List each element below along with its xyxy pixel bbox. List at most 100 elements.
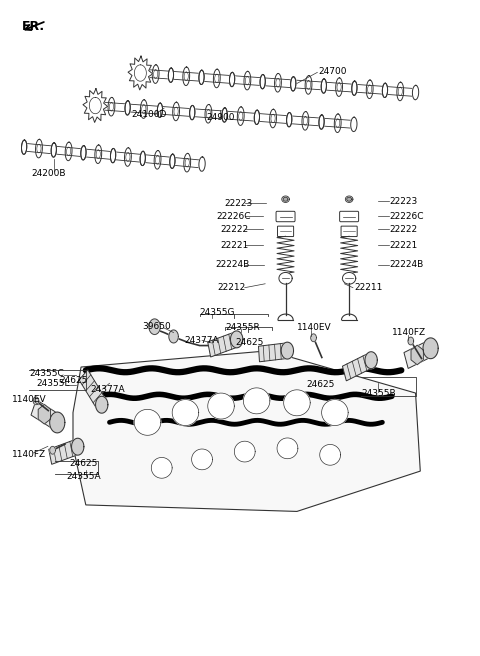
Polygon shape [230,331,243,348]
FancyBboxPatch shape [340,211,359,222]
Polygon shape [128,56,153,90]
Polygon shape [345,196,353,203]
FancyBboxPatch shape [276,211,295,222]
Text: 24377A: 24377A [184,336,219,345]
Polygon shape [342,353,373,381]
Polygon shape [229,72,235,87]
Text: 22221: 22221 [220,241,248,250]
Text: 24100D: 24100D [131,110,166,119]
FancyBboxPatch shape [341,226,357,237]
Text: 24625: 24625 [235,338,264,348]
Text: 22223: 22223 [225,199,253,207]
Polygon shape [134,409,161,436]
Polygon shape [33,397,39,405]
Text: 24355C: 24355C [29,369,64,378]
Polygon shape [234,441,255,462]
Polygon shape [254,110,260,125]
Polygon shape [208,332,238,357]
Polygon shape [157,103,163,117]
Polygon shape [277,438,298,459]
Polygon shape [49,439,79,464]
Polygon shape [222,108,227,122]
Polygon shape [51,143,57,157]
Text: 24377A: 24377A [91,385,125,394]
Polygon shape [50,446,56,454]
Polygon shape [72,438,84,455]
Text: 1140EV: 1140EV [12,395,47,404]
Polygon shape [73,351,420,512]
Polygon shape [412,85,419,100]
Text: 24700: 24700 [318,66,347,75]
Polygon shape [138,66,143,80]
Polygon shape [83,89,108,123]
Polygon shape [321,79,326,93]
Text: 22222: 22222 [220,224,248,234]
Polygon shape [279,272,292,284]
Polygon shape [260,75,265,89]
Text: 1140FZ: 1140FZ [392,328,426,337]
FancyBboxPatch shape [277,226,294,237]
Polygon shape [22,140,27,154]
Text: 24355L: 24355L [36,379,70,388]
Polygon shape [408,337,414,345]
Polygon shape [411,345,423,365]
Polygon shape [168,68,174,83]
Polygon shape [351,117,357,132]
Polygon shape [352,81,357,95]
Polygon shape [284,390,310,416]
Polygon shape [281,342,293,359]
Polygon shape [404,340,432,369]
Polygon shape [79,370,106,410]
Text: 22211: 22211 [354,283,382,292]
Text: 24625: 24625 [60,375,88,384]
Polygon shape [192,449,213,470]
Polygon shape [110,148,116,163]
Text: 24625: 24625 [69,459,97,468]
Text: 22224B: 22224B [389,260,424,270]
Text: 22226C: 22226C [216,212,251,220]
Text: 24355B: 24355B [361,388,396,398]
Polygon shape [50,412,65,433]
Polygon shape [125,101,130,115]
Text: 22223: 22223 [389,197,418,206]
Text: 22226C: 22226C [389,212,424,220]
Text: 22212: 22212 [217,283,245,292]
Text: 24355A: 24355A [67,472,101,481]
Text: 1140EV: 1140EV [297,323,332,333]
Text: 22224B: 22224B [216,260,250,270]
Polygon shape [319,115,324,129]
Polygon shape [290,77,296,91]
Polygon shape [149,319,160,335]
Polygon shape [343,272,356,284]
Text: 24355G: 24355G [200,308,235,317]
Polygon shape [151,457,172,478]
Polygon shape [365,352,377,369]
Text: FR.: FR. [22,20,45,33]
Polygon shape [322,400,348,426]
Polygon shape [199,70,204,85]
Text: 24355R: 24355R [226,323,261,333]
Polygon shape [282,196,289,203]
Polygon shape [311,334,316,342]
Polygon shape [190,106,195,120]
Text: 24200B: 24200B [31,169,66,178]
Text: 22222: 22222 [389,224,418,234]
Polygon shape [243,388,270,414]
Polygon shape [283,197,288,201]
Polygon shape [208,393,234,419]
Polygon shape [347,197,351,201]
Text: 22221: 22221 [389,241,418,250]
Text: 24625: 24625 [306,380,335,389]
Polygon shape [259,343,288,362]
Polygon shape [169,330,179,343]
Polygon shape [423,338,438,359]
Polygon shape [351,117,357,132]
Text: 39650: 39650 [142,321,170,331]
Polygon shape [81,146,86,160]
Polygon shape [287,113,292,127]
Polygon shape [140,152,145,165]
Text: 24900: 24900 [207,113,235,123]
Polygon shape [199,157,205,171]
Polygon shape [199,157,204,171]
Polygon shape [31,400,60,430]
